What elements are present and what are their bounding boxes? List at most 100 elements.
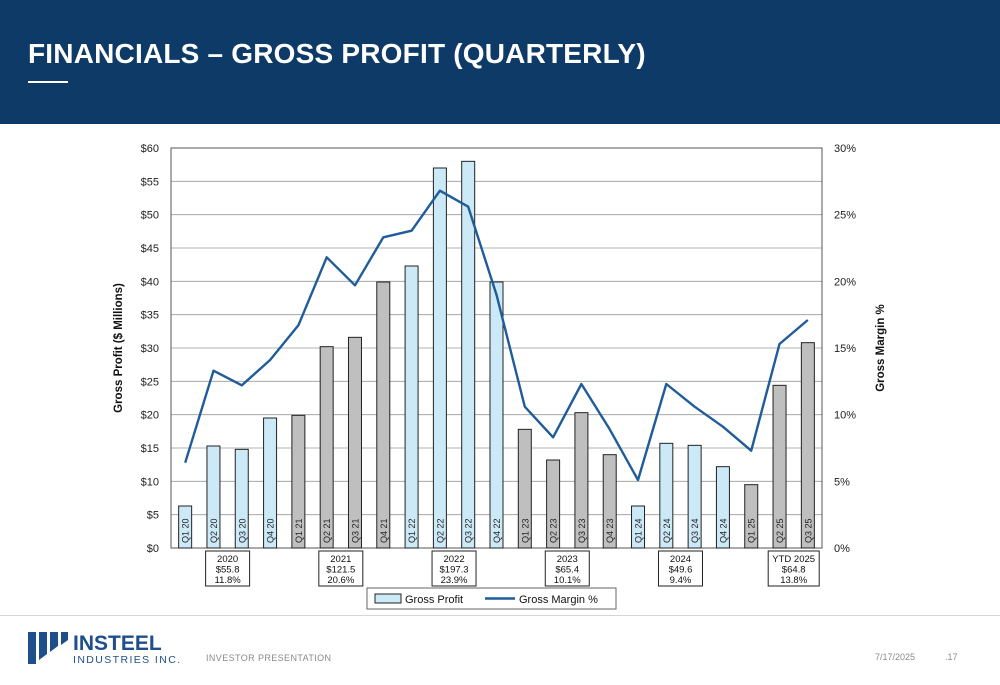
annual-summary-text: $49.6: [669, 565, 693, 576]
bar-category-label: Q3 25: [803, 518, 813, 543]
annual-summary-text: 13.8%: [780, 575, 807, 586]
y2-tick-label: 0%: [834, 543, 850, 555]
y-tick-label: $15: [141, 443, 159, 455]
footer-divider: [0, 615, 1000, 616]
bar-category-label: Q1 25: [747, 518, 757, 543]
y2-tick-label: 25%: [834, 210, 856, 222]
bar-category-label: Q2 20: [209, 518, 219, 543]
gross-margin-line: [184, 189, 809, 482]
annual-summary-box: [205, 550, 251, 587]
gross-profit-bar: [347, 336, 362, 549]
gross-profit-bar: [687, 444, 702, 549]
header-banner: FINANCIALS – GROSS PROFIT (QUARTERLY): [0, 0, 1000, 124]
gross-profit-bar: [517, 428, 532, 549]
annual-summary-box: [657, 550, 703, 587]
gross-profit-bar: [461, 160, 476, 549]
bar-category-label: Q1 21: [294, 518, 304, 543]
annual-summary-text: 9.4%: [670, 575, 692, 586]
annual-summary-text: 20.6%: [327, 575, 354, 586]
gross-profit-bar: [631, 505, 646, 549]
annual-summary-text: $64.8: [782, 565, 806, 576]
bar-category-label: Q1 23: [520, 518, 530, 543]
gross-profit-bar: [432, 167, 447, 549]
bar-category-label: Q3 24: [690, 518, 700, 543]
logo-wordmark: INSTEEL: [73, 632, 162, 655]
bar-category-label: Q2 25: [775, 518, 785, 543]
bar-category-label: Q4 24: [718, 518, 728, 543]
annual-summary-text: $121.5: [326, 565, 355, 576]
annual-summary-text: 2022: [443, 554, 464, 565]
gross-profit-bar: [178, 505, 193, 549]
y-tick-label: $0: [147, 543, 159, 555]
annual-summary-text: 2023: [557, 554, 578, 565]
bar-category-label: Q2 21: [322, 518, 332, 543]
bar-category-label: Q2 23: [549, 518, 559, 543]
logo-mark-icon: [28, 632, 68, 664]
y2-tick-label: 5%: [834, 476, 850, 488]
gross-profit-bar: [234, 448, 249, 549]
bar-category-label: Q1 24: [634, 518, 644, 543]
page-number: .17: [945, 652, 958, 662]
y-tick-label: $35: [141, 310, 159, 322]
bar-category-label: Q4 23: [605, 518, 615, 543]
y-tick-label: $30: [141, 343, 159, 355]
y2-axis-title: Gross Margin %: [875, 304, 887, 392]
bar-category-label: Q4 22: [492, 518, 502, 543]
y-tick-label: $25: [141, 376, 159, 388]
company-logo: INSTEEL INDUSTRIES INC.: [28, 632, 182, 666]
annual-summary-box: [544, 550, 590, 587]
gross-profit-bar: [715, 466, 730, 549]
bar-category-label: Q3 22: [464, 518, 474, 543]
gross-profit-bar: [744, 484, 759, 549]
gross-profit-bar: [376, 281, 391, 549]
gross-profit-bar: [772, 384, 787, 549]
y-tick-label: $20: [141, 410, 159, 422]
y-tick-label: $5: [147, 510, 159, 522]
annual-summary-box: [767, 550, 820, 587]
footer-label: INVESTOR PRESENTATION: [206, 653, 332, 663]
gross-profit-bar: [574, 412, 589, 549]
bar-category-label: Q3 20: [237, 518, 247, 543]
y2-tick-label: 15%: [834, 343, 856, 355]
legend-swatch-gross-profit: [374, 593, 402, 604]
y-tick-label: $50: [141, 210, 159, 222]
annual-summary-text: 23.9%: [441, 575, 468, 586]
bar-category-label: Q4 21: [379, 518, 389, 543]
bar-category-label: Q2 24: [662, 518, 672, 543]
annual-summary-box: [431, 550, 477, 587]
annual-summary-box: [318, 550, 364, 587]
bar-category-label: Q4 20: [266, 518, 276, 543]
gross-profit-bar: [263, 417, 278, 549]
gross-profit-bar: [489, 281, 504, 549]
logo-subtitle: INDUSTRIES INC.: [73, 654, 182, 666]
annual-summary-text: $55.8: [216, 565, 240, 576]
annual-summary-text: 2021: [330, 554, 351, 565]
legend-label-gross-profit: Gross Profit: [405, 594, 463, 606]
gross-profit-chart: $0 $5 $10 $15 $20 $25 $30 $35 $40 $45 $50 $55 $60 0% 5…: [113, 143, 887, 610]
title-underline: [28, 81, 68, 83]
legend-label-gross-margin: Gross Margin %: [519, 594, 598, 606]
gross-profit-bar: [800, 342, 815, 549]
gross-profit-bar: [291, 414, 306, 549]
annual-summary-text: $65.4: [555, 565, 579, 576]
gross-profit-bar: [546, 459, 561, 549]
gross-profit-bar: [602, 454, 617, 549]
y-axis-title: Gross Profit ($ Millions): [113, 283, 125, 413]
bar-category-label: Q3 23: [577, 518, 587, 543]
gross-profit-bar: [319, 346, 334, 549]
bar-category-label: Q1 20: [181, 518, 191, 543]
footer-date: 7/17/2025: [875, 652, 916, 662]
y-tick-label: $45: [141, 243, 159, 255]
annual-summary-text: 2020: [217, 554, 238, 565]
y2-tick-label: 10%: [834, 410, 856, 422]
bar-category-label: Q3 21: [350, 518, 360, 543]
gross-profit-bar: [404, 265, 419, 549]
y-tick-label: $55: [141, 176, 159, 188]
annual-summary-text: 11.8%: [214, 575, 241, 586]
annual-summary-text: 10.1%: [554, 575, 581, 586]
annual-summary-text: 2024: [670, 554, 691, 565]
bar-category-label: Q1 22: [407, 518, 417, 543]
annual-summary-text: $197.3: [440, 565, 469, 576]
gross-profit-bar: [206, 445, 221, 549]
y-tick-label: $40: [141, 276, 159, 288]
